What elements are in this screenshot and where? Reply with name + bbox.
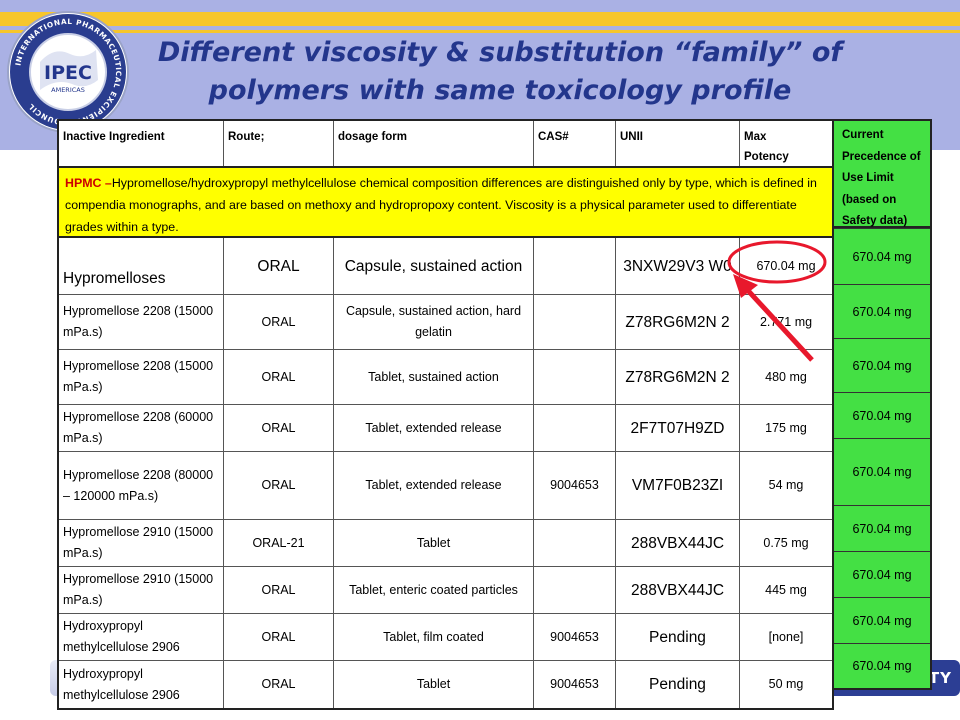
table-row: Hypromellose 2208 (80000 – 120000 mPa.s)… xyxy=(59,451,832,519)
cell-cas: 9004653 xyxy=(533,452,615,519)
gold-stripe xyxy=(0,12,960,26)
title-line-2: polymers with same toxicology profile xyxy=(208,75,792,106)
cell-cas xyxy=(533,350,615,404)
table-row: Hydroxypropyl methylcellulose 2906 ORAL … xyxy=(59,613,832,660)
precedence-value: 670.04 mg xyxy=(834,284,930,338)
cell-ingredient: Hypromellose 2208 (15000 mPa.s) xyxy=(63,304,214,339)
cell-ingredient: Hypromelloses xyxy=(63,270,166,287)
hpmc-note-lead: HPMC – xyxy=(65,176,112,190)
cell-route: ORAL xyxy=(223,614,333,660)
header-max-potency-line-1: Max xyxy=(744,131,767,143)
cell-max-potency: [none] xyxy=(739,614,832,660)
gold-stripe-thin xyxy=(0,30,960,33)
cell-ingredient: Hypromellose 2910 (15000 mPa.s) xyxy=(63,525,214,560)
precedence-value: 670.04 mg xyxy=(834,338,930,392)
cell-unii: Pending xyxy=(615,661,739,708)
cell-unii: 288VBX44JC xyxy=(615,520,739,566)
header-cas: CAS# xyxy=(533,121,615,166)
cell-unii: 3NXW29V3 W0 xyxy=(615,238,739,294)
precedence-value: 670.04 mg xyxy=(834,392,930,438)
cell-max-potency: 54 mg xyxy=(739,452,832,519)
cell-ingredient: Hypromellose 2208 (80000 – 120000 mPa.s) xyxy=(63,467,214,503)
header-dosage-form: dosage form xyxy=(333,121,533,166)
cell-dosage-form: Tablet, sustained action xyxy=(333,350,533,404)
cell-dosage-form: Tablet, film coated xyxy=(333,614,533,660)
precedence-value: 670.04 mg xyxy=(834,551,930,597)
cell-dosage-form: Capsule, sustained action xyxy=(333,238,533,294)
precedence-value: 670.04 mg xyxy=(834,505,930,551)
cell-dosage-form: Capsule, sustained action, hard gelatin xyxy=(333,295,533,349)
cell-unii: 2F7T07H9ZD xyxy=(615,405,739,451)
cell-cas xyxy=(533,567,615,613)
cell-ingredient: Hypromellose 2208 (15000 mPa.s) xyxy=(63,359,214,394)
cell-max-potency: 480 mg xyxy=(739,350,832,404)
cell-dosage-form: Tablet, extended release xyxy=(333,405,533,451)
hpmc-note: HPMC –Hypromellose/hydroxypropyl methylc… xyxy=(59,166,832,236)
cell-ingredient: Hypromellose 2208 (60000 mPa.s) xyxy=(63,410,214,445)
table-header-row: Inactive Ingredient Route; dosage form C… xyxy=(59,121,832,166)
table-row: Hypromellose 2910 (15000 mPa.s) ORAL-21 … xyxy=(59,519,832,566)
cell-unii: Z78RG6M2N 2 xyxy=(615,350,739,404)
precedence-header: Current Precedence of Use Limit (based o… xyxy=(834,121,930,228)
cell-cas: 9004653 xyxy=(533,661,615,708)
precedence-value: 670.04 mg xyxy=(834,438,930,505)
cell-dosage-form: Tablet, extended release xyxy=(333,452,533,519)
cell-max-potency: 2.771 mg xyxy=(739,295,832,349)
precedence-value: 670.04 mg xyxy=(834,643,930,688)
page-title: Different viscosity & substitution “fami… xyxy=(150,34,850,110)
header-unii: UNII xyxy=(615,121,739,166)
precedence-value: 670.04 mg xyxy=(834,597,930,643)
cell-ingredient: Hydroxypropyl methylcellulose 2906 xyxy=(63,619,180,654)
table-row: Hydroxypropyl methylcellulose 2906 ORAL … xyxy=(59,660,832,708)
table-row: Hypromelloses ORAL Capsule, sustained ac… xyxy=(59,236,832,294)
cell-unii: Z78RG6M2N 2 xyxy=(615,295,739,349)
title-line-1: Different viscosity & substitution “fami… xyxy=(157,37,843,68)
cell-dosage-form: Tablet xyxy=(333,520,533,566)
cell-cas xyxy=(533,520,615,566)
cell-route: ORAL xyxy=(223,567,333,613)
cell-route: ORAL xyxy=(223,238,333,294)
cell-unii: Pending xyxy=(615,614,739,660)
cell-route: ORAL xyxy=(223,661,333,708)
cell-cas xyxy=(533,238,615,294)
cell-unii: VM7F0B23ZI xyxy=(615,452,739,519)
cell-max-potency: 0.75 mg xyxy=(739,520,832,566)
svg-text:IPEC: IPEC xyxy=(44,62,92,84)
cell-cas: 9004653 xyxy=(533,614,615,660)
cell-cas xyxy=(533,295,615,349)
cell-route: ORAL xyxy=(223,452,333,519)
svg-text:AMERICAS: AMERICAS xyxy=(51,86,85,94)
cell-max-potency: 175 mg xyxy=(739,405,832,451)
cell-route: ORAL xyxy=(223,350,333,404)
ipec-logo: IPEC AMERICAS INTERNATIONAL PHARMACEUTIC… xyxy=(7,11,129,133)
hpmc-note-text: Hypromellose/hydroxypropyl methylcellulo… xyxy=(65,176,817,234)
header-route: Route; xyxy=(223,121,333,166)
precedence-value: 670.04 mg xyxy=(834,228,930,284)
precedence-column: Current Precedence of Use Limit (based o… xyxy=(832,119,932,690)
cell-route: ORAL xyxy=(223,405,333,451)
cell-max-potency: 445 mg xyxy=(739,567,832,613)
table-row: Hypromellose 2208 (15000 mPa.s) ORAL Tab… xyxy=(59,349,832,404)
table-row: Hypromellose 2208 (60000 mPa.s) ORAL Tab… xyxy=(59,404,832,451)
cell-max-potency: 670.04 mg xyxy=(739,238,832,294)
ingredient-table: Inactive Ingredient Route; dosage form C… xyxy=(57,119,834,710)
cell-max-potency: 50 mg xyxy=(739,661,832,708)
cell-ingredient: Hypromellose 2910 (15000 mPa.s) xyxy=(63,572,214,607)
header-ingredient: Inactive Ingredient xyxy=(63,131,165,143)
cell-ingredient: Hydroxypropyl methylcellulose 2906 xyxy=(63,666,180,702)
table-row: Hypromellose 2910 (15000 mPa.s) ORAL Tab… xyxy=(59,566,832,613)
cell-route: ORAL xyxy=(223,295,333,349)
cell-cas xyxy=(533,405,615,451)
header-max-potency: Max Potency xyxy=(739,121,832,166)
table-row: Hypromellose 2208 (15000 mPa.s) ORAL Cap… xyxy=(59,294,832,349)
cell-dosage-form: Tablet xyxy=(333,661,533,708)
cell-dosage-form: Tablet, enteric coated particles xyxy=(333,567,533,613)
cell-route: ORAL-21 xyxy=(223,520,333,566)
header-max-potency-line-2: Potency xyxy=(744,151,789,163)
cell-unii: 288VBX44JC xyxy=(615,567,739,613)
